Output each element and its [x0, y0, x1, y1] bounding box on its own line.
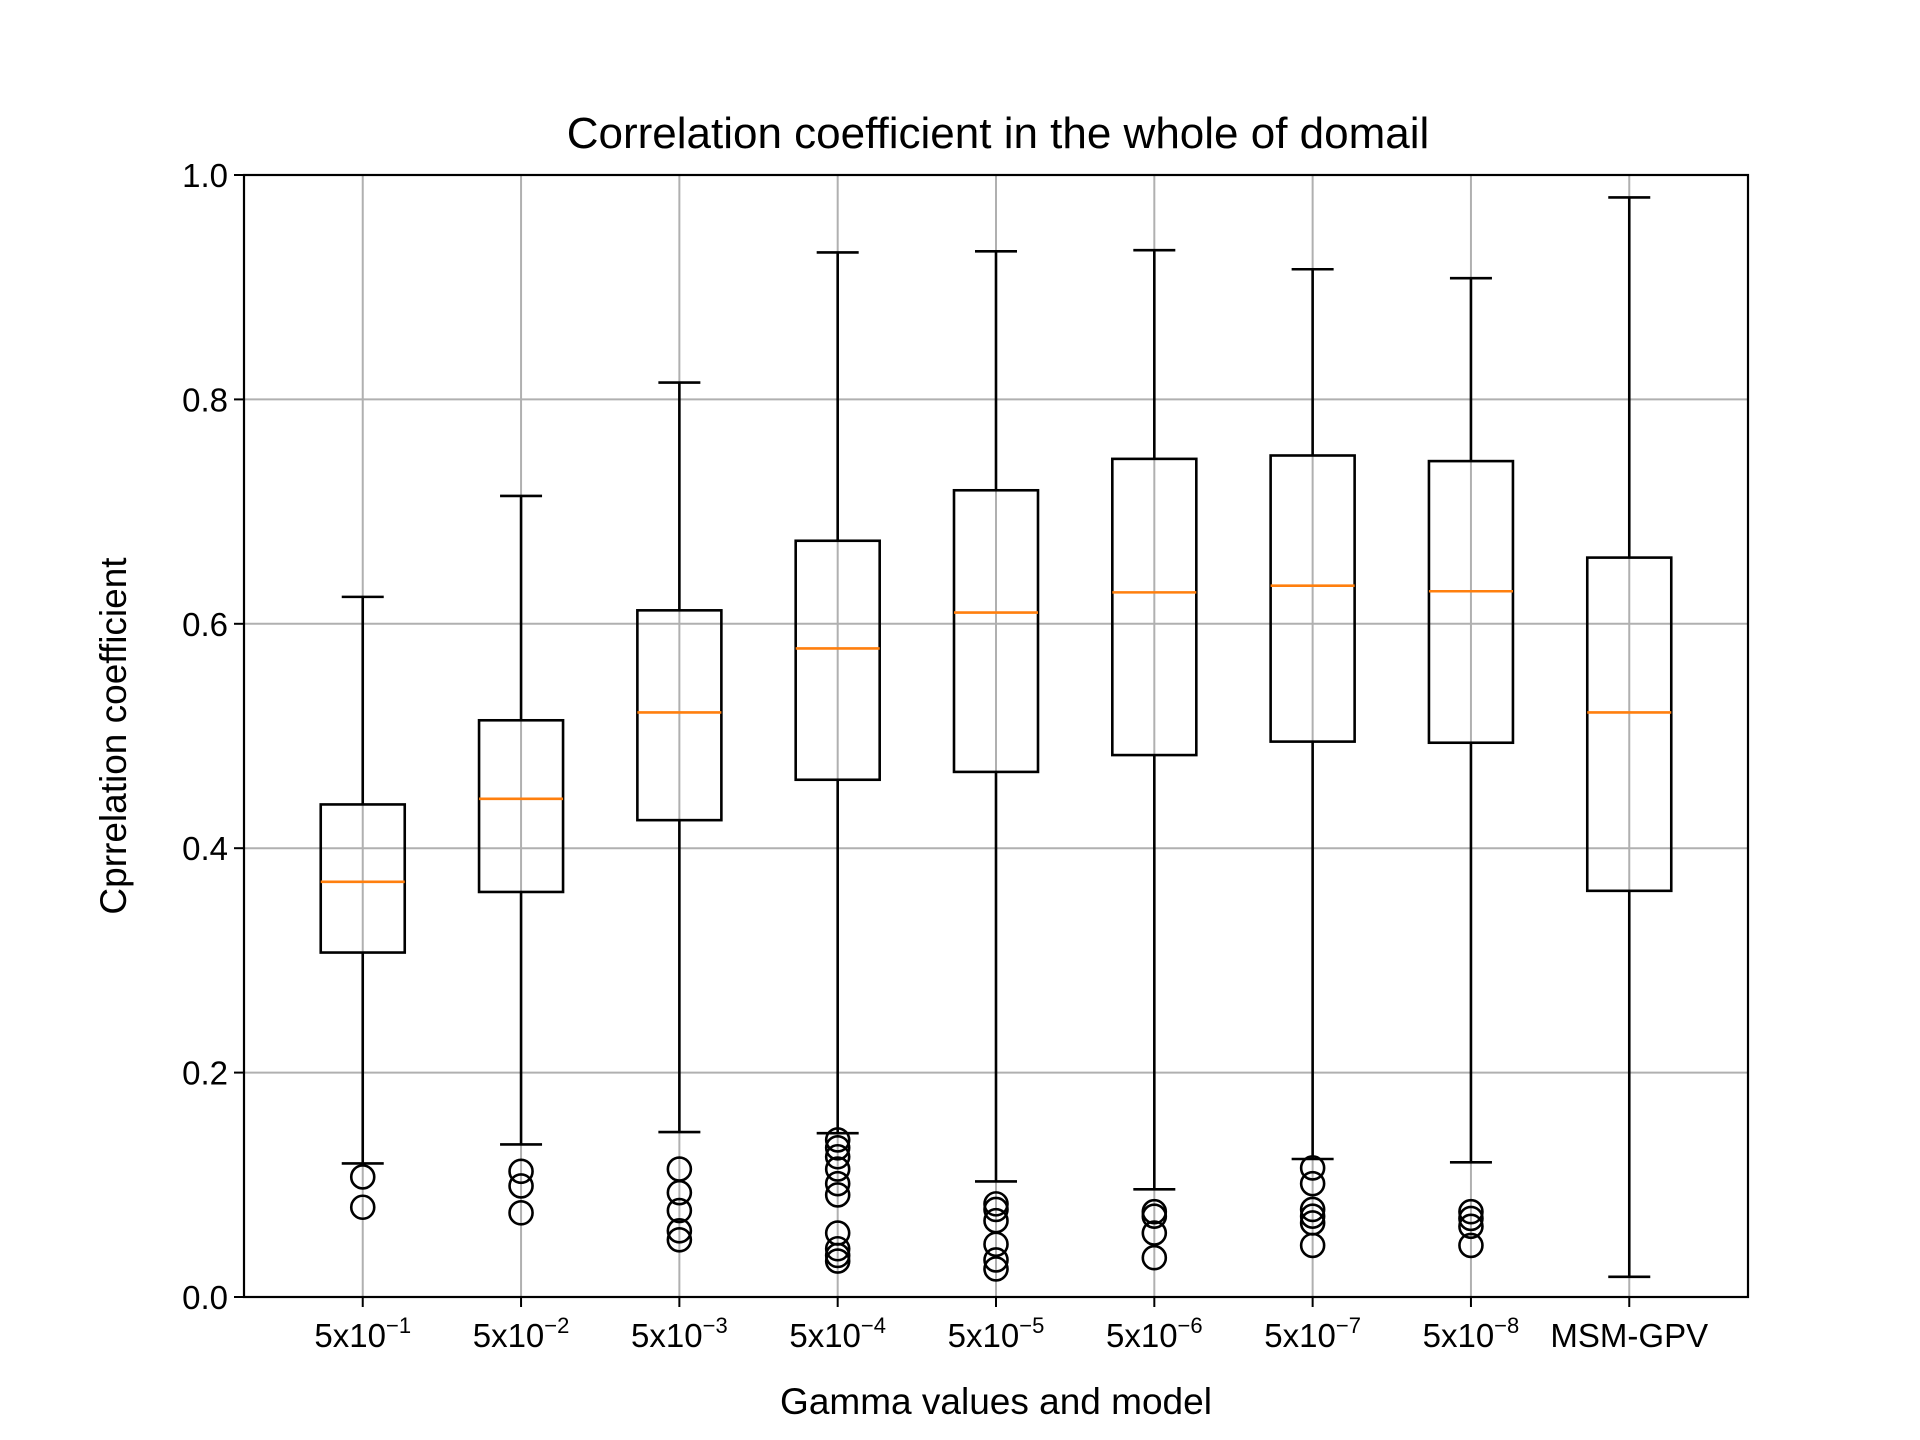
y-tick-label: 0.0 — [182, 1279, 228, 1316]
iqr-box — [952, 488, 1040, 774]
outlier-point — [824, 1134, 851, 1161]
x-tick-label: MSM-GPV — [1550, 1317, 1708, 1354]
outlier-point — [1458, 1232, 1484, 1259]
y-axis-label: Cprrelation coefficient — [93, 557, 134, 915]
x-axis-ticks: 5x10−1 5x10−2 5x10−3 5x10−4 5x10−5 5x10−6 5x10… — [314, 1297, 1708, 1354]
x-axis-label: Gamma values and model — [780, 1381, 1212, 1422]
outlier-point — [349, 1194, 376, 1221]
outlier-point — [666, 1218, 693, 1244]
box-group — [1111, 248, 1198, 1271]
outlier-point — [1458, 1205, 1484, 1232]
outlier-point — [824, 1127, 851, 1153]
outlier-point — [508, 1158, 534, 1185]
y-tick-label: 1.0 — [182, 157, 228, 194]
x-tick-label: 5x10−2 — [473, 1313, 570, 1354]
box-group — [319, 595, 407, 1221]
outlier-point — [824, 1235, 851, 1262]
outlier-point — [1299, 1196, 1326, 1223]
x-tick-label: 5x10−6 — [1106, 1313, 1203, 1354]
x-tick-label: 5x10−7 — [1264, 1313, 1361, 1354]
outlier-point — [666, 1179, 693, 1206]
x-tick-label: 5x10−8 — [1423, 1313, 1520, 1354]
outlier-point — [666, 1226, 693, 1253]
y-tick-label: 0.4 — [182, 830, 228, 867]
outlier-point — [1299, 1203, 1326, 1230]
outlier-point — [508, 1200, 534, 1226]
box-group — [1269, 267, 1356, 1259]
y-tick-label: 0.8 — [182, 381, 228, 418]
box-series — [319, 196, 1673, 1282]
outlier-point — [1141, 1244, 1168, 1271]
iqr-box — [1585, 556, 1673, 893]
outlier-point — [983, 1256, 1009, 1282]
iqr-box — [794, 539, 881, 782]
box-group — [477, 494, 565, 1226]
iqr-box — [319, 803, 407, 954]
outlier-point — [824, 1248, 851, 1274]
y-tick-label: 0.2 — [182, 1055, 228, 1092]
x-tick-label: 5x10−4 — [789, 1313, 886, 1354]
y-tick-label: 0.6 — [182, 606, 228, 643]
x-tick-label: 5x10−5 — [948, 1313, 1045, 1354]
box-group — [952, 249, 1040, 1282]
iqr-box — [1269, 454, 1356, 743]
outlier-point — [1458, 1213, 1484, 1240]
outlier-point — [349, 1164, 376, 1190]
outlier-point — [983, 1247, 1009, 1273]
outlier-point — [983, 1196, 1009, 1223]
iqr-box — [1111, 457, 1198, 757]
y-axis-ticks: 0.0 0.2 0.4 0.6 0.8 1.0 — [182, 157, 244, 1316]
chart-title: Correlation coefficient in the whole of … — [567, 109, 1430, 158]
outlier-point — [824, 1182, 851, 1208]
box-group — [1427, 276, 1515, 1259]
outlier-point — [1299, 1232, 1326, 1259]
box-group — [636, 381, 723, 1253]
outlier-point — [824, 1156, 851, 1182]
outlier-point — [508, 1173, 534, 1199]
outlier-point — [1299, 1170, 1326, 1197]
outlier-point — [983, 1231, 1009, 1258]
x-tick-label: 5x10−1 — [314, 1313, 411, 1354]
outlier-point — [824, 1143, 851, 1170]
x-tick-label: 5x10−3 — [631, 1313, 728, 1354]
iqr-box — [1427, 459, 1515, 745]
iqr-box — [477, 718, 565, 894]
iqr-box — [636, 609, 723, 822]
box-group — [794, 251, 881, 1274]
outlier-point — [1141, 1220, 1168, 1246]
outlier-point — [666, 1197, 693, 1224]
box-group — [1585, 196, 1673, 1279]
outlier-point — [1141, 1203, 1168, 1230]
outlier-point — [824, 1170, 851, 1197]
outlier-point — [1458, 1198, 1484, 1225]
outlier-point — [1299, 1155, 1326, 1181]
